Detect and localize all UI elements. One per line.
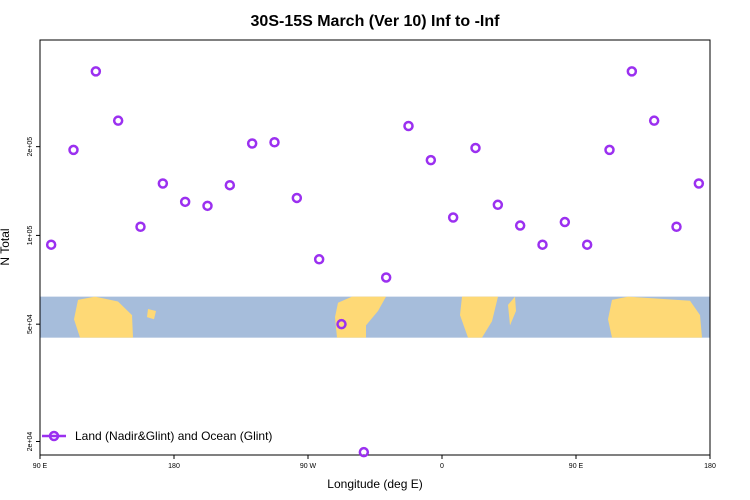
x-tick-label: 180 [704, 463, 716, 470]
data-point [648, 115, 660, 126]
x-tick-label: 90 E [33, 463, 48, 470]
x-tick-label: 90 E [569, 463, 584, 470]
legend: Land (Nadir&Glint) and Ocean (Glint) [42, 429, 272, 443]
y-tick-label: 2e+04 [27, 432, 34, 452]
data-point [693, 178, 705, 189]
data-point [581, 239, 593, 250]
map-land [335, 296, 386, 338]
map-band [40, 296, 710, 338]
data-points [45, 66, 705, 458]
data-point [45, 239, 57, 250]
map-land [460, 296, 498, 338]
data-point [447, 212, 459, 223]
data-point [179, 196, 191, 208]
x-tick-label: 0 [440, 463, 444, 470]
data-point [626, 66, 638, 77]
plot-frame [39, 39, 711, 456]
legend-marker [48, 430, 60, 442]
x-tick-label: 90 W [300, 463, 317, 470]
data-point [157, 178, 169, 189]
y-axis-label: N Total [0, 228, 12, 265]
y-tick-label: 1e+05 [27, 225, 34, 245]
map-land [608, 296, 702, 338]
y-tick-label: 5e+04 [27, 314, 34, 334]
map-land [147, 308, 156, 320]
data-point [492, 199, 504, 211]
map-land [74, 296, 133, 338]
x-axis: 90 E 180 90 W 0 90 E 180 [33, 455, 716, 470]
legend-label: Land (Nadir&Glint) and Ocean (Glint) [75, 429, 272, 443]
data-point [224, 179, 236, 191]
data-point [90, 66, 102, 77]
x-axis-label: Longitude (deg E) [327, 477, 422, 491]
data-point [514, 220, 526, 231]
map-land [508, 296, 516, 326]
chart-title: 30S-15S March (Ver 10) Inf to -Inf [251, 13, 501, 30]
data-point [68, 144, 79, 156]
data-point [671, 221, 682, 233]
y-tick-label: 2e+05 [27, 137, 34, 157]
data-point [112, 115, 124, 126]
data-point [135, 221, 146, 233]
data-point [358, 446, 370, 458]
data-point [470, 142, 481, 154]
data-point [537, 239, 548, 250]
y-axis: 2e+04 5e+04 1e+05 2e+05 [27, 137, 40, 452]
data-point [336, 318, 347, 330]
data-point [202, 200, 213, 212]
x-tick-label: 180 [168, 463, 180, 470]
data-point [425, 154, 437, 166]
data-point [246, 138, 258, 149]
data-point [313, 254, 325, 265]
data-point [380, 272, 392, 283]
data-point [604, 144, 615, 156]
data-point [291, 192, 303, 204]
data-point [559, 216, 571, 228]
data-point [403, 120, 414, 132]
data-point [269, 137, 280, 148]
map-land [688, 308, 693, 313]
